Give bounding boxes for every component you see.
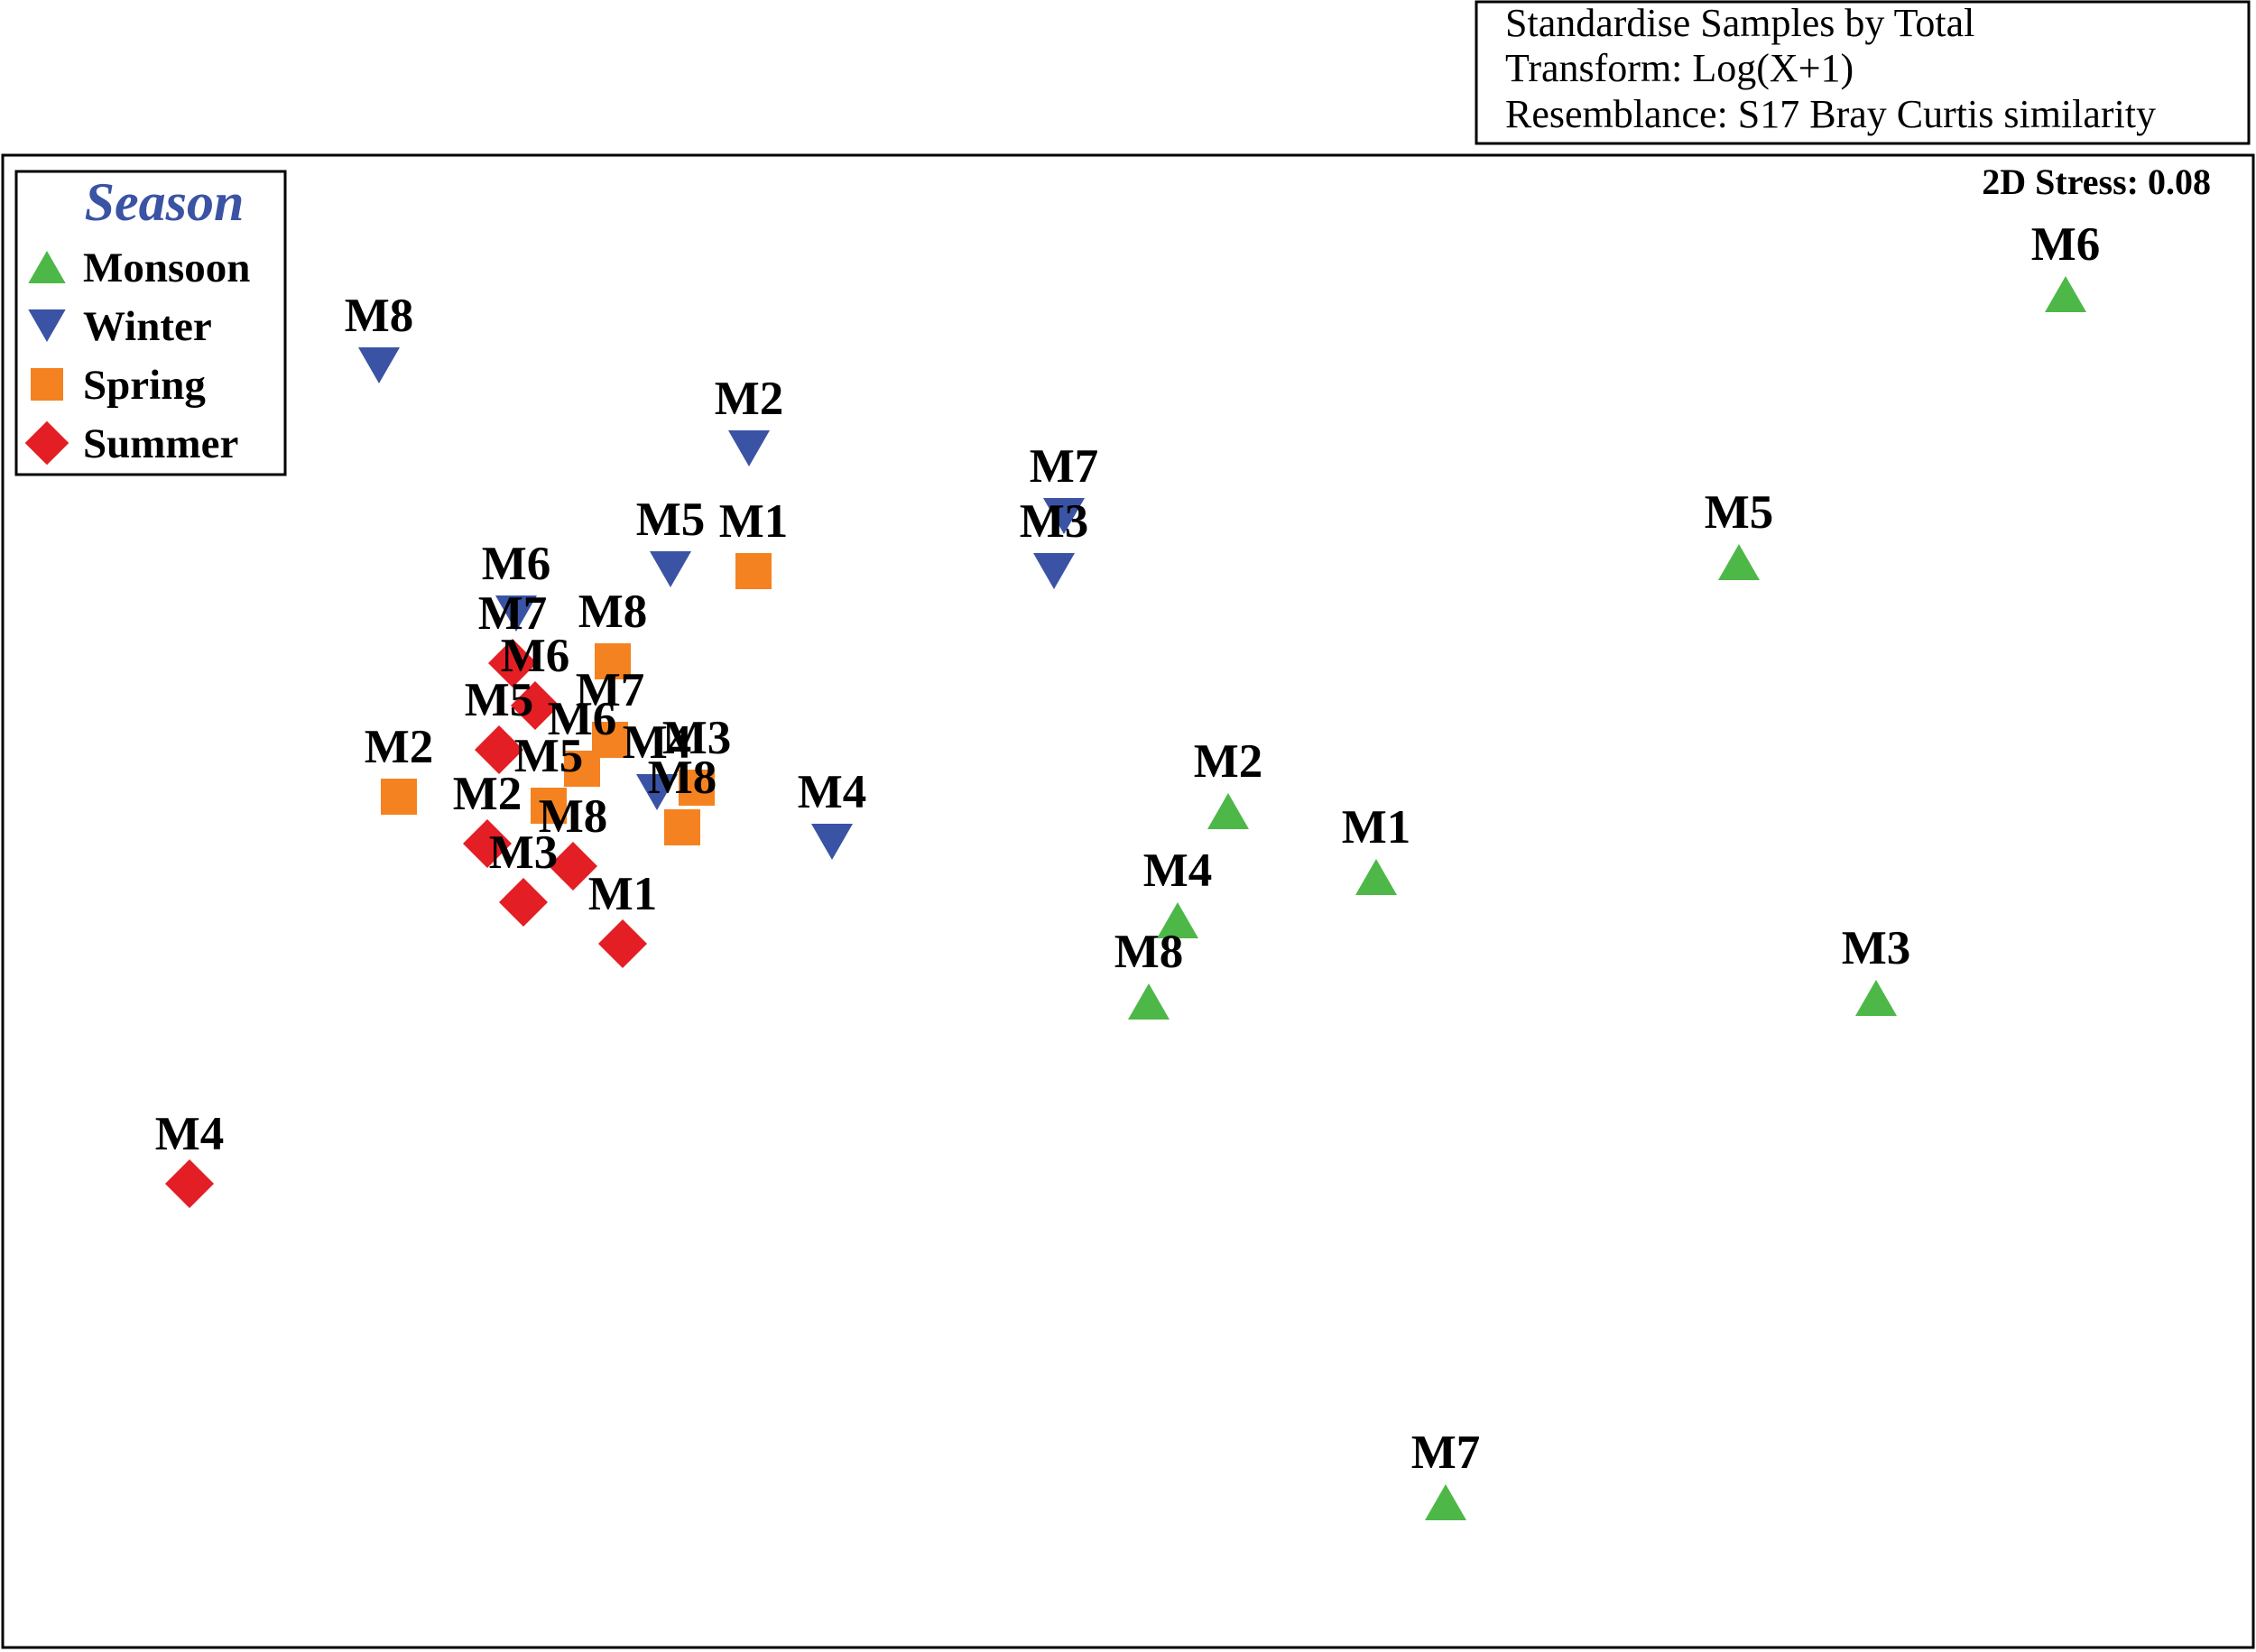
label-spring-m8-1: M8 [578, 586, 648, 638]
plot-frame [1, 153, 2255, 1649]
info-line-standardise: Standardise Samples by Total [1505, 1, 1974, 45]
point-winter-m7-2 [1043, 498, 1085, 534]
point-monsoon-m4-4 [1157, 902, 1198, 938]
point-winter-m8-0 [358, 347, 400, 383]
label-spring-m7-2: M7 [576, 664, 645, 716]
label-summer-m4-7: M4 [155, 1108, 225, 1160]
label-winter-m3-3: M3 [1020, 495, 1089, 548]
label-spring-m8-7: M8 [648, 752, 717, 804]
point-monsoon-m2-2 [1207, 793, 1249, 829]
point-summer-m4-7 [165, 1159, 214, 1208]
info-box-frame [1475, 0, 2251, 145]
point-winter-m4-6 [636, 774, 678, 810]
label-monsoon-m7-7: M7 [1411, 1426, 1481, 1479]
point-monsoon-m3-6 [1855, 980, 1897, 1016]
info-line-resemblance: Resemblance: S17 Bray Curtis similarity [1505, 92, 2156, 136]
label-monsoon-m4-4: M4 [1143, 844, 1213, 897]
data-points [165, 276, 2086, 1520]
legend-label-summer: Summer [83, 420, 238, 467]
point-monsoon-m8-5 [1128, 983, 1170, 1020]
label-winter-m2-1: M2 [715, 373, 784, 425]
point-summer-m6-1 [511, 681, 559, 730]
legend-marker-monsoon [28, 251, 66, 283]
point-spring-m2-5 [381, 779, 417, 815]
point-spring-m8-1 [595, 643, 631, 679]
label-spring-m5-6: M5 [514, 730, 584, 782]
label-winter-m8-0: M8 [345, 290, 414, 342]
point-summer-m2-3 [463, 819, 512, 868]
label-monsoon-m2-2: M2 [1194, 735, 1263, 788]
label-winter-m6-5: M6 [482, 538, 551, 590]
legend: Season Monsoon Winter Spring Summer [14, 170, 287, 476]
legend-label-winter: Winter [83, 303, 212, 350]
label-summer-m1-6: M1 [588, 868, 658, 920]
label-monsoon-m3-6: M3 [1842, 922, 1911, 974]
legend-label-spring: Spring [83, 362, 206, 409]
legend-label-monsoon: Monsoon [83, 245, 250, 291]
point-spring-m1-0 [735, 553, 772, 589]
legend-marker-spring [31, 368, 63, 401]
point-monsoon-m5-1 [1718, 544, 1760, 580]
legend-title: Season [85, 172, 245, 232]
legend-items: Monsoon Winter Spring Summer [24, 245, 250, 467]
point-summer-m5-2 [475, 725, 523, 774]
label-summer-m7-0: M7 [478, 587, 548, 640]
point-spring-m3-4 [679, 770, 715, 806]
point-spring-m5-6 [531, 788, 567, 824]
label-summer-m3-5: M3 [489, 826, 559, 879]
label-spring-m6-3: M6 [548, 693, 617, 745]
label-monsoon-m5-1: M5 [1705, 486, 1774, 539]
label-spring-m3-4: M3 [662, 712, 732, 764]
point-monsoon-m7-7 [1425, 1484, 1466, 1520]
label-winter-m5-4: M5 [636, 494, 706, 546]
label-summer-m6-1: M6 [501, 630, 570, 682]
legend-marker-summer [24, 420, 69, 466]
point-summer-m1-6 [598, 919, 647, 968]
legend-frame [14, 170, 287, 476]
label-monsoon-m8-5: M8 [1114, 926, 1184, 978]
point-monsoon-m6-0 [2045, 276, 2086, 312]
label-summer-m2-3: M2 [453, 768, 522, 820]
point-summer-m3-5 [499, 878, 548, 927]
label-winter-m7-2: M7 [1030, 440, 1099, 493]
point-winter-m2-1 [728, 430, 770, 466]
label-summer-m8-4: M8 [539, 790, 608, 843]
label-winter-m4-6: M4 [623, 716, 692, 769]
stress-label: 2D Stress: 0.08 [1982, 162, 2211, 202]
point-spring-m7-2 [592, 722, 628, 758]
label-spring-m2-5: M2 [365, 721, 434, 773]
point-spring-m6-3 [564, 751, 600, 787]
label-summer-m5-2: M5 [465, 674, 534, 726]
point-spring-m8-7 [664, 809, 700, 845]
point-monsoon-m1-3 [1355, 859, 1397, 895]
point-winter-m4-7 [811, 824, 853, 860]
label-winter-m4-7: M4 [798, 766, 867, 818]
info-box: Standardise Samples by Total Transform: … [1475, 0, 2251, 145]
point-winter-m5-4 [650, 551, 691, 587]
label-monsoon-m6-0: M6 [2031, 218, 2101, 271]
point-winter-m3-3 [1033, 553, 1075, 589]
info-line-transform: Transform: Log(X+1) [1505, 46, 1854, 90]
label-monsoon-m1-3: M1 [1342, 801, 1411, 854]
point-summer-m7-0 [488, 639, 537, 688]
point-summer-m8-4 [549, 842, 597, 891]
point-winter-m6-5 [495, 595, 537, 632]
legend-marker-winter [28, 309, 66, 342]
label-spring-m1-0: M1 [719, 495, 789, 548]
